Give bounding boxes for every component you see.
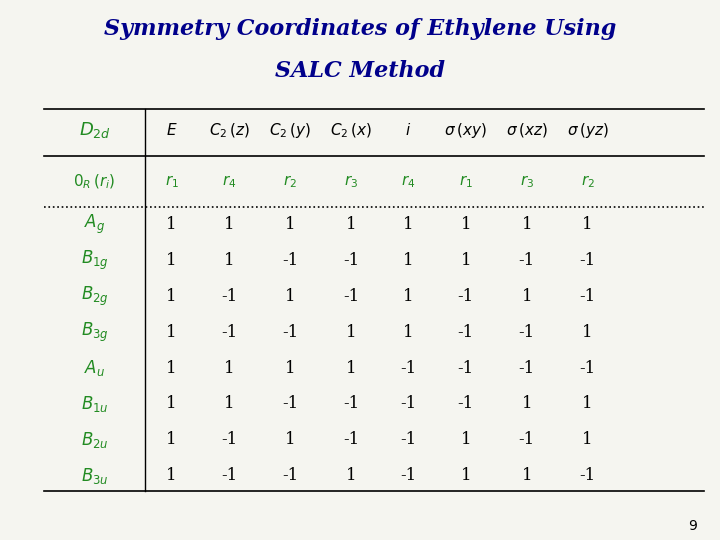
Text: 1: 1: [224, 216, 235, 233]
Text: $C_2\,(z)$: $C_2\,(z)$: [209, 121, 250, 139]
Text: 1: 1: [521, 467, 532, 484]
Text: 1: 1: [224, 360, 235, 376]
Text: -1: -1: [343, 395, 359, 413]
Text: -1: -1: [282, 252, 298, 269]
Text: 1: 1: [166, 323, 177, 341]
Text: $B_{1u}$: $B_{1u}$: [81, 394, 109, 414]
Text: -1: -1: [400, 360, 417, 376]
Text: -1: -1: [400, 431, 417, 448]
Text: -1: -1: [282, 467, 298, 484]
Text: -1: -1: [343, 288, 359, 305]
Text: -1: -1: [400, 395, 417, 413]
Text: $r_3$: $r_3$: [520, 173, 534, 190]
Text: $E$: $E$: [166, 123, 178, 138]
Text: -1: -1: [343, 431, 359, 448]
Text: 1: 1: [521, 395, 532, 413]
Text: -1: -1: [221, 467, 237, 484]
Text: $i$: $i$: [405, 123, 412, 138]
Text: 9: 9: [688, 519, 697, 533]
Text: 1: 1: [461, 431, 471, 448]
Text: -1: -1: [343, 252, 359, 269]
Text: -1: -1: [518, 252, 535, 269]
Text: -1: -1: [458, 360, 474, 376]
Text: -1: -1: [518, 360, 535, 376]
Text: 1: 1: [346, 216, 356, 233]
Text: 1: 1: [403, 323, 414, 341]
Text: $r_1$: $r_1$: [165, 173, 179, 190]
Text: 1: 1: [224, 252, 235, 269]
Text: $r_3$: $r_3$: [344, 173, 358, 190]
Text: -1: -1: [580, 467, 596, 484]
Text: 1: 1: [461, 216, 471, 233]
Text: $C_2\,(y)$: $C_2\,(y)$: [269, 121, 311, 140]
Text: $r_2$: $r_2$: [581, 173, 595, 190]
Text: $B_{3u}$: $B_{3u}$: [81, 466, 109, 486]
Text: 1: 1: [224, 395, 235, 413]
Text: -1: -1: [580, 252, 596, 269]
Text: $B_{3g}$: $B_{3g}$: [81, 321, 109, 344]
Text: 1: 1: [284, 288, 295, 305]
Text: 1: 1: [284, 431, 295, 448]
Text: $r_4$: $r_4$: [401, 173, 415, 190]
Text: $r_1$: $r_1$: [459, 173, 473, 190]
Text: 1: 1: [461, 467, 471, 484]
Text: -1: -1: [400, 467, 417, 484]
Text: 1: 1: [346, 360, 356, 376]
Text: $\sigma\,(xy)$: $\sigma\,(xy)$: [444, 121, 487, 140]
Text: 1: 1: [284, 360, 295, 376]
Text: SALC Method: SALC Method: [275, 60, 445, 83]
Text: -1: -1: [221, 288, 237, 305]
Text: 1: 1: [521, 216, 532, 233]
Text: 1: 1: [582, 431, 593, 448]
Text: 1: 1: [403, 216, 414, 233]
Text: 1: 1: [166, 395, 177, 413]
Text: 1: 1: [582, 323, 593, 341]
Text: 1: 1: [166, 431, 177, 448]
Text: 1: 1: [166, 467, 177, 484]
Text: $D_{2d}$: $D_{2d}$: [78, 120, 111, 140]
Text: $0_R\,(r_i)$: $0_R\,(r_i)$: [73, 172, 116, 191]
Text: -1: -1: [221, 431, 237, 448]
Text: $B_{2g}$: $B_{2g}$: [81, 285, 109, 308]
Text: $r_4$: $r_4$: [222, 173, 236, 190]
Text: 1: 1: [346, 323, 356, 341]
Text: -1: -1: [458, 288, 474, 305]
Text: 1: 1: [346, 467, 356, 484]
Text: $\sigma\,(yz)$: $\sigma\,(yz)$: [567, 121, 608, 140]
Text: 1: 1: [461, 252, 471, 269]
Text: $B_{2u}$: $B_{2u}$: [81, 430, 109, 450]
Text: -1: -1: [580, 288, 596, 305]
Text: $r_2$: $r_2$: [283, 173, 297, 190]
Text: $A_g$: $A_g$: [84, 213, 105, 236]
Text: $B_{1g}$: $B_{1g}$: [81, 248, 109, 272]
Text: 1: 1: [403, 288, 414, 305]
Text: 1: 1: [284, 216, 295, 233]
Text: -1: -1: [282, 323, 298, 341]
Text: 1: 1: [166, 216, 177, 233]
Text: -1: -1: [518, 323, 535, 341]
Text: 1: 1: [403, 252, 414, 269]
Text: -1: -1: [458, 395, 474, 413]
Text: -1: -1: [282, 395, 298, 413]
Text: $C_2\,(x)$: $C_2\,(x)$: [330, 121, 372, 139]
Text: $\sigma\,(xz)$: $\sigma\,(xz)$: [506, 122, 548, 139]
Text: 1: 1: [521, 288, 532, 305]
Text: 1: 1: [166, 288, 177, 305]
Text: 1: 1: [166, 252, 177, 269]
Text: -1: -1: [580, 360, 596, 376]
Text: 1: 1: [166, 360, 177, 376]
Text: -1: -1: [518, 431, 535, 448]
Text: Symmetry Coordinates of Ethylene Using: Symmetry Coordinates of Ethylene Using: [104, 17, 616, 39]
Text: 1: 1: [582, 395, 593, 413]
Text: -1: -1: [458, 323, 474, 341]
Text: -1: -1: [221, 323, 237, 341]
Text: $A_u$: $A_u$: [84, 358, 105, 378]
Text: 1: 1: [582, 216, 593, 233]
